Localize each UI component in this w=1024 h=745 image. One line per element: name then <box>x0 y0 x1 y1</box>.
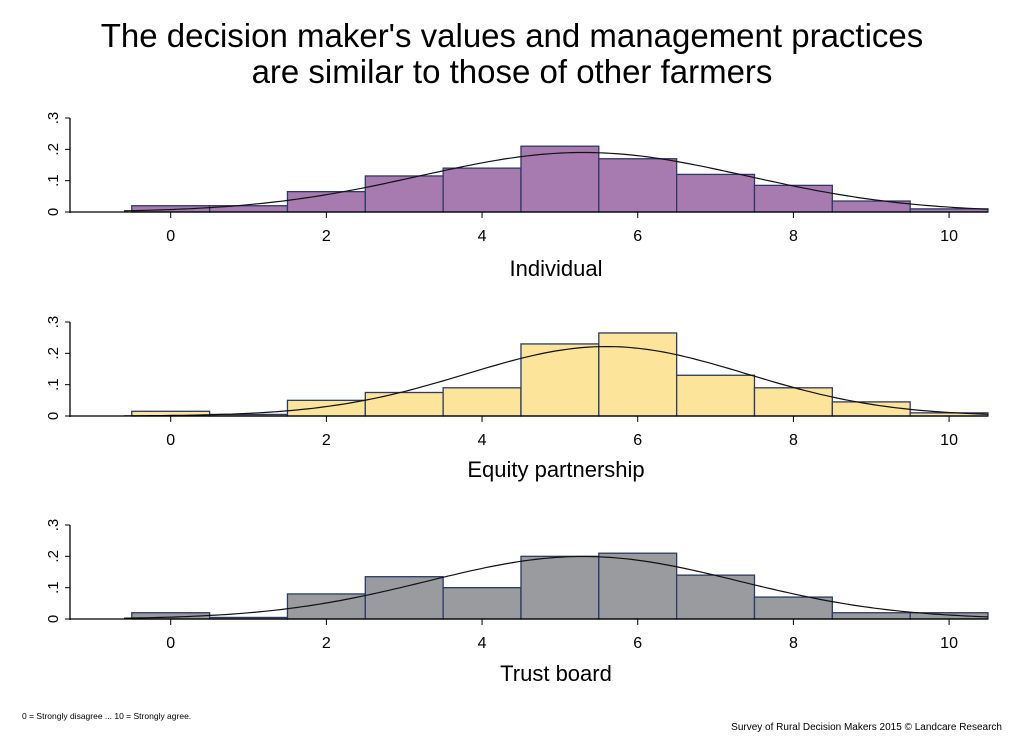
x-tick-label: 6 <box>633 432 642 449</box>
title-line-1: The decision maker's values and manageme… <box>100 17 924 54</box>
histogram-bar <box>520 555 600 620</box>
y-tick-label: .2 <box>45 347 62 360</box>
histogram-bar <box>364 175 444 213</box>
histogram-panel-2: 0 .1 .2 .3 0 2 4 6 8 10 Equity partnership <box>45 316 989 482</box>
x-tick-label: 8 <box>789 228 798 245</box>
title-line-2: are similar to those of other farmers <box>251 53 773 90</box>
histogram-bar <box>598 332 678 417</box>
histogram-bar <box>675 374 756 417</box>
y-tick-label: .3 <box>45 112 62 125</box>
histogram-bar <box>598 552 678 620</box>
x-tick-label: 4 <box>478 228 487 245</box>
x-tick-label: 2 <box>322 432 331 449</box>
histogram-bar <box>753 184 833 213</box>
histogram-bar <box>598 158 678 213</box>
x-tick-label: 4 <box>478 635 487 652</box>
y-tick-label: 0 <box>45 615 62 623</box>
histogram-bar <box>753 596 833 620</box>
histogram-bar <box>831 612 911 620</box>
x-tick-label: 2 <box>322 228 331 245</box>
x-tick-label: 10 <box>940 432 958 449</box>
histogram-panel-3: 0 .1 .2 .3 0 2 4 6 8 10 Trust board <box>45 519 989 686</box>
x-tick-label: 10 <box>940 635 958 652</box>
histogram-bar <box>442 167 522 213</box>
histogram-bar <box>520 145 600 213</box>
y-tick-label: 0 <box>45 208 62 216</box>
x-axis-label: Individual <box>510 256 603 281</box>
density-curve <box>123 555 989 619</box>
y-tick-label: .3 <box>45 519 62 532</box>
y-tick-label: .1 <box>45 378 62 391</box>
histogram-bar <box>364 391 444 417</box>
histogram-bar <box>753 387 833 417</box>
scale-footnote: 0 = Strongly disagree ... 10 = Strongly … <box>22 711 192 721</box>
y-tick-label: 0 <box>45 412 62 420</box>
x-tick-label: 0 <box>166 432 175 449</box>
y-tick-label: .2 <box>45 550 62 563</box>
x-tick-label: 0 <box>166 228 175 245</box>
chart-title: The decision maker's values and manageme… <box>0 18 1024 90</box>
x-tick-label: 2 <box>322 635 331 652</box>
x-tick-label: 8 <box>789 432 798 449</box>
density-curve <box>123 151 989 212</box>
histogram-bar <box>442 587 522 620</box>
x-tick-label: 0 <box>166 635 175 652</box>
y-tick-label: .1 <box>45 174 62 187</box>
y-tick-label: .2 <box>45 143 62 156</box>
density-curve <box>124 346 989 417</box>
histogram-bar <box>442 387 522 417</box>
histogram-panel-1: 0 .1 .2 .3 0 2 4 6 8 10 Individual <box>45 112 989 281</box>
x-axis-label: Trust board <box>500 661 612 686</box>
x-tick-label: 6 <box>633 635 642 652</box>
histogram-bar <box>364 576 444 620</box>
x-tick-label: 4 <box>478 432 487 449</box>
x-axis-label: Equity partnership <box>467 457 644 482</box>
source-footnote: Survey of Rural Decision Makers 2015 © L… <box>731 722 1002 733</box>
histogram-bar <box>520 343 600 417</box>
y-tick-label: .3 <box>45 316 62 329</box>
y-tick-label: .1 <box>45 581 62 594</box>
x-tick-label: 10 <box>940 228 958 245</box>
x-tick-label: 6 <box>633 228 642 245</box>
x-tick-label: 8 <box>789 635 798 652</box>
histogram-bar <box>675 173 756 213</box>
